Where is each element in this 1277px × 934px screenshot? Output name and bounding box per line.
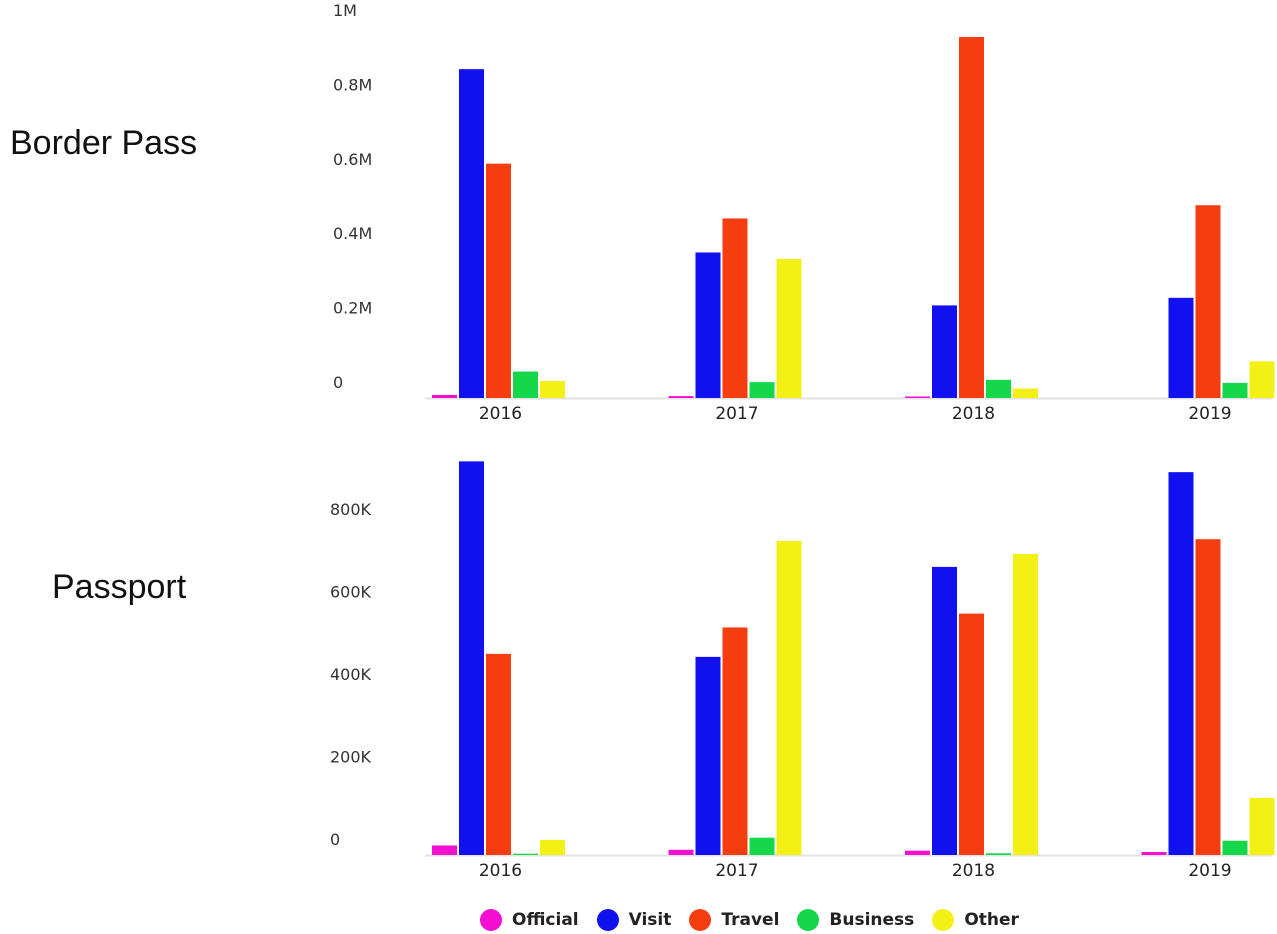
passport-bar-visit-2017 bbox=[695, 656, 721, 855]
border-pass-bar-travel-2017 bbox=[722, 218, 748, 398]
border-pass-bar-business-2017 bbox=[749, 382, 775, 398]
legend-label: Official bbox=[512, 910, 579, 930]
legend-item-visit[interactable]: Visit bbox=[596, 909, 672, 931]
border-pass-bar-visit-2019 bbox=[1168, 297, 1194, 398]
border-pass-bar-official-2018 bbox=[905, 396, 930, 398]
legend: Official Visit Travel Business Other bbox=[480, 907, 1019, 933]
border-pass-bar-travel-2018 bbox=[959, 37, 984, 398]
passport-x-tick-label: 2019 bbox=[1188, 861, 1231, 881]
border-pass-y-tick-label: 0.4M bbox=[333, 224, 372, 243]
border-pass-bar-business-2018 bbox=[986, 379, 1011, 398]
passport-y-tick-label: 600K bbox=[330, 583, 372, 602]
border-pass-bar-travel-2016 bbox=[486, 163, 511, 398]
passport-y-tick-label: 0 bbox=[330, 830, 340, 849]
border-pass-x-tick-label: 2017 bbox=[715, 404, 758, 424]
border-pass-row-label: Border Pass bbox=[10, 124, 198, 162]
legend-swatch-visit bbox=[596, 909, 619, 931]
legend-swatch-official bbox=[480, 909, 502, 931]
border-pass-bar-other-2016 bbox=[540, 380, 565, 398]
passport-bar-other-2018 bbox=[1013, 553, 1038, 855]
border-pass-bar-other-2018 bbox=[1013, 388, 1038, 398]
border-pass-bar-business-2019 bbox=[1222, 382, 1248, 398]
legend-label: Visit bbox=[628, 910, 672, 930]
passport-y-tick-label: 800K bbox=[330, 500, 372, 519]
passport-x-tick-label: 2018 bbox=[952, 861, 995, 881]
border-pass-y-tick-label: 0.8M bbox=[333, 75, 372, 94]
legend-label: Business bbox=[829, 910, 915, 930]
legend-item-other[interactable]: Other bbox=[932, 909, 1019, 931]
legend-swatch-business bbox=[797, 909, 820, 931]
border-pass-y-tick-label: 0.6M bbox=[333, 150, 372, 169]
legend-item-business[interactable]: Business bbox=[797, 909, 914, 931]
border-pass-bar-official-2017 bbox=[668, 396, 694, 398]
border-pass-bar-travel-2019 bbox=[1195, 205, 1221, 398]
border-pass-x-tick-label: 2016 bbox=[479, 404, 522, 424]
passport-bar-official-2019 bbox=[1141, 851, 1167, 855]
passport-bar-official-2018 bbox=[905, 850, 930, 855]
legend-swatch-travel bbox=[689, 909, 712, 931]
border-pass-bar-official-2016 bbox=[432, 394, 457, 398]
border-pass-bar-visit-2018 bbox=[932, 305, 957, 398]
passport-x-tick-label: 2016 bbox=[479, 861, 522, 881]
passport-bar-travel-2016 bbox=[486, 653, 511, 855]
border-pass-bar-other-2017 bbox=[776, 258, 802, 398]
legend-label: Other bbox=[964, 910, 1019, 930]
passport-bar-other-2016 bbox=[540, 839, 565, 855]
passport-bar-travel-2017 bbox=[722, 627, 748, 855]
passport-bar-visit-2016 bbox=[459, 461, 484, 855]
passport-bar-official-2017 bbox=[668, 849, 694, 855]
legend-item-travel[interactable]: Travel bbox=[689, 909, 779, 931]
border-pass-x-tick-label: 2019 bbox=[1188, 404, 1231, 424]
passport-bar-other-2019 bbox=[1249, 797, 1275, 855]
passport-bar-official-2016 bbox=[432, 845, 457, 855]
border-pass-chart: 0 0.2M 0.4M 0.6M 0.8M 1M 2016 2017 2018 2019 bbox=[333, 1, 1275, 424]
passport-bar-other-2017 bbox=[776, 540, 802, 855]
border-pass-bar-visit-2016 bbox=[459, 69, 484, 398]
passport-bar-visit-2019 bbox=[1168, 472, 1194, 855]
passport-chart: 0 200K 400K 600K 800K 2016 2017 2018 2019 bbox=[330, 461, 1275, 881]
passport-bar-visit-2018 bbox=[932, 566, 957, 855]
border-pass-bar-other-2019 bbox=[1249, 361, 1275, 398]
border-pass-x-tick-label: 2018 bbox=[952, 404, 995, 424]
legend-label: Travel bbox=[721, 910, 780, 930]
border-pass-y-tick-label: 0.2M bbox=[333, 299, 372, 318]
passport-bar-travel-2018 bbox=[959, 613, 984, 855]
passport-bar-business-2018 bbox=[986, 853, 1011, 855]
border-pass-bar-business-2016 bbox=[513, 371, 538, 398]
passport-bar-business-2016 bbox=[513, 853, 538, 855]
border-pass-y-tick-label: 0 bbox=[333, 373, 343, 392]
passport-y-tick-label: 200K bbox=[330, 748, 372, 767]
passport-row-label: Passport bbox=[52, 568, 187, 606]
legend-item-official[interactable]: Official bbox=[480, 909, 579, 931]
legend-swatch-other bbox=[932, 909, 955, 931]
passport-bar-business-2017 bbox=[749, 837, 775, 855]
border-pass-bar-visit-2017 bbox=[695, 252, 721, 398]
passport-bar-travel-2019 bbox=[1195, 539, 1221, 855]
passport-y-tick-label: 400K bbox=[330, 665, 372, 684]
border-pass-y-tick-label: 1M bbox=[333, 1, 357, 20]
passport-x-tick-label: 2017 bbox=[715, 861, 758, 881]
passport-bar-business-2019 bbox=[1222, 840, 1248, 855]
